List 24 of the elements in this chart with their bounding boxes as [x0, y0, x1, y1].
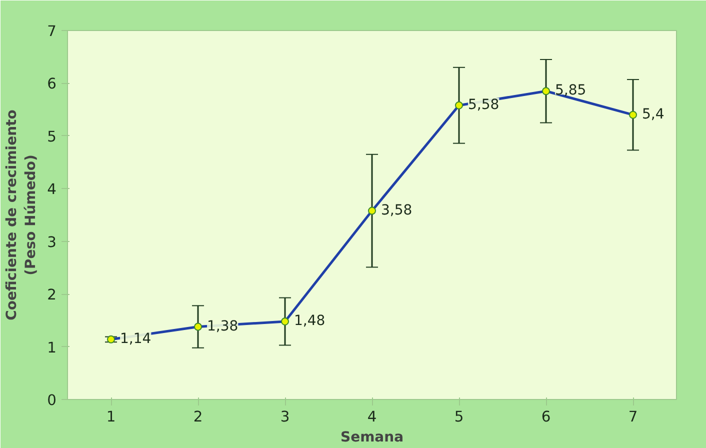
data-label: 5,4 [642, 106, 664, 122]
y-tick-label: 6 [47, 76, 57, 93]
data-label: 1,14 [120, 330, 152, 347]
x-tick-label: 5 [454, 408, 464, 426]
x-axis-title: Semana [340, 430, 404, 446]
y-tick-label: 4 [47, 181, 57, 198]
x-tick-label: 7 [628, 408, 638, 426]
data-label: 5,85 [555, 82, 586, 99]
x-tick-label: 6 [541, 408, 551, 426]
x-tick-label: 4 [367, 408, 377, 426]
y-axis-title: Coeficiente de crecimiento (Peso Húmedo) [4, 109, 40, 320]
data-label: 5,58 [468, 96, 500, 113]
y-tick-label: 2 [47, 286, 57, 304]
data-label: 3,58 [381, 202, 412, 218]
data-label: 1,38 [207, 318, 238, 334]
x-tick-label: 2 [193, 408, 203, 426]
y-tick-label: 0 [47, 392, 57, 409]
y-tick-label: 3 [47, 234, 57, 251]
y-tick-label: 5 [47, 128, 57, 146]
data-label: 1,48 [294, 312, 326, 329]
y-tick-label: 7 [47, 23, 57, 40]
y-tick-label: 1 [47, 339, 57, 356]
x-tick-label: 1 [106, 408, 116, 426]
x-tick-label: 3 [280, 408, 290, 426]
